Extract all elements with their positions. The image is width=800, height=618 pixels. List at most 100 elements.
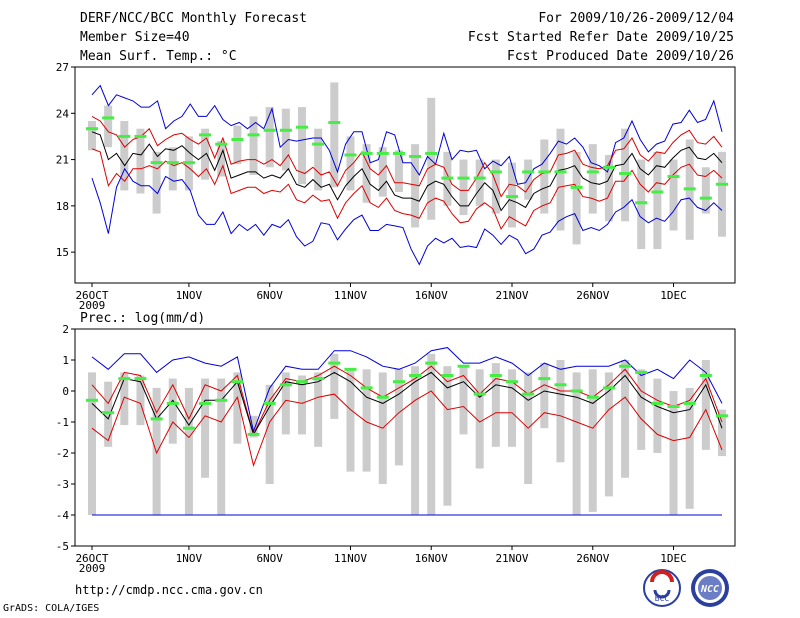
observed-marker — [570, 389, 583, 393]
ensemble-range-bar — [653, 378, 662, 453]
source-url[interactable]: http://cmdp.ncc.cma.gov.cn — [75, 583, 263, 597]
observed-marker — [231, 380, 244, 384]
observed-marker — [667, 175, 680, 179]
ensemble-range-bar — [491, 159, 500, 214]
ensemble-range-bar — [588, 144, 597, 214]
observed-marker — [409, 374, 422, 377]
ensemble-range-bar — [281, 108, 290, 171]
ensemble-range-bar — [88, 372, 96, 515]
ensemble-range-bar — [314, 128, 323, 191]
ensemble-range-bar — [120, 372, 129, 426]
observed-marker — [554, 383, 567, 387]
observed-marker — [150, 417, 163, 421]
ensemble-range-bar — [459, 366, 468, 435]
series-line-spread_low — [91, 148, 723, 231]
ensemble-range-bar — [572, 151, 581, 245]
observed-marker — [489, 374, 502, 377]
ensemble-range-bar — [217, 378, 226, 515]
ensemble-range-bar — [427, 353, 436, 515]
grads-credit: GrADS: COLA/IGES — [3, 603, 100, 614]
bcc-logo: BCC — [643, 569, 681, 607]
chart-title: DERF/NCC/BCC Monthly Forecast — [80, 11, 307, 26]
ensemble-range-bar — [168, 378, 177, 444]
x-tick-label: 6NOV — [256, 552, 283, 565]
observed-marker — [651, 190, 664, 194]
observed-marker — [360, 386, 373, 390]
x-tick-label: 26OCT — [75, 552, 108, 565]
ensemble-range-bar — [701, 360, 710, 450]
observed-marker — [182, 161, 195, 165]
observed-marker — [441, 374, 454, 377]
x-tick-label: 1NOV — [176, 552, 203, 565]
observed-marker — [263, 128, 276, 132]
observed-marker — [166, 161, 179, 165]
observed-marker — [667, 405, 680, 408]
observed-marker — [635, 201, 648, 205]
bcc-logo-text: BCC — [655, 594, 670, 603]
observed-marker — [215, 142, 228, 146]
ensemble-range-bar — [443, 366, 452, 506]
ensemble-range-bar — [669, 391, 678, 515]
ensemble-range-bar — [233, 372, 242, 444]
observed-marker — [457, 364, 470, 368]
observed-marker — [651, 401, 664, 405]
ensemble-range-bar — [136, 128, 145, 194]
x-tick-label: 21NOV — [495, 289, 528, 302]
ensemble-range-bar — [330, 82, 339, 188]
ensemble-range-bar — [168, 147, 177, 191]
ensemble-range-bar — [136, 375, 145, 426]
ensemble-range-bar — [120, 121, 129, 191]
observed-marker — [538, 377, 551, 381]
observed-marker — [683, 187, 696, 191]
x-tick-label: 26NOV — [576, 289, 609, 302]
x-tick-label: 6NOV — [256, 289, 283, 302]
y-tick-label: 24 — [56, 107, 70, 120]
ensemble-range-bar — [298, 107, 306, 185]
y-tick-label: 0 — [62, 385, 69, 398]
observed-marker — [506, 195, 518, 199]
forecast-period: For 2009/10/26-2009/12/04 — [538, 11, 734, 26]
observed-marker — [199, 401, 212, 405]
series-line-max — [91, 347, 723, 434]
ensemble-range-bar — [104, 105, 113, 148]
ensemble-range-bar — [718, 151, 726, 237]
ensemble-range-bar — [604, 154, 613, 222]
ensemble-range-bar — [637, 159, 646, 250]
ensemble-range-bar — [249, 116, 258, 175]
ensemble-range-bar — [265, 107, 274, 168]
ensemble-range-bar — [475, 159, 484, 206]
observed-marker — [312, 142, 325, 146]
ensemble-range-bar — [701, 167, 710, 214]
series-line-min — [91, 167, 723, 266]
observed-marker — [441, 176, 454, 180]
observed-marker — [328, 121, 341, 125]
observed-marker — [150, 161, 163, 165]
observed-marker — [134, 134, 147, 138]
series-line-mean — [91, 371, 723, 436]
observed-marker — [619, 364, 632, 368]
ensemble-range-bar — [508, 162, 516, 228]
observed-marker — [296, 125, 308, 129]
ensemble-range-bar — [556, 360, 565, 463]
ncc-logo: NCC — [691, 569, 729, 607]
observed-marker — [716, 182, 728, 186]
ensemble-range-bar — [524, 159, 533, 200]
observed-marker — [102, 411, 115, 415]
observed-marker — [231, 138, 244, 142]
header-left: DERF/NCC/BCC Monthly Forecast Member Size… — [80, 9, 307, 66]
ensemble-range-bar — [346, 369, 355, 472]
observed-marker — [166, 401, 179, 405]
observed-marker — [279, 383, 292, 387]
observed-marker — [425, 151, 438, 155]
header-right: For 2009/10/26-2009/12/04 Fcst Started Re… — [468, 9, 734, 66]
observed-marker — [86, 127, 98, 131]
y-tick-label: -4 — [56, 509, 70, 522]
ensemble-range-bar — [394, 369, 403, 466]
ensemble-range-bar — [346, 136, 355, 191]
y-tick-label: 1 — [62, 354, 69, 367]
x-tick-label: 1DEC — [660, 552, 687, 565]
ensemble-range-bar — [556, 128, 565, 231]
observed-marker — [344, 153, 357, 157]
